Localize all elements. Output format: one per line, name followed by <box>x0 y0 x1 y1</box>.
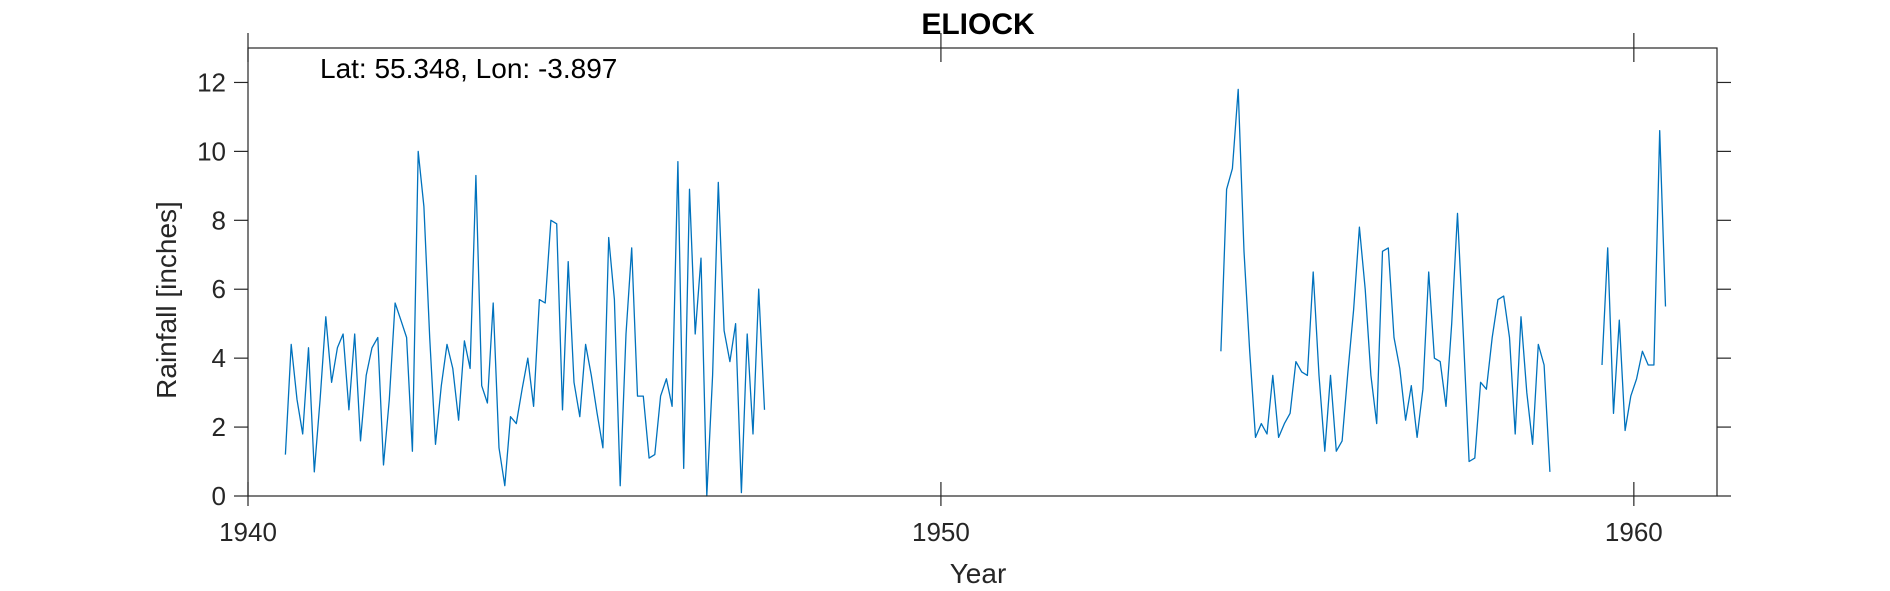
x-tick-label-1940: 1940 <box>219 517 277 547</box>
y-tick-label-8: 8 <box>212 205 226 235</box>
y-axis-label: Rainfall [inches] <box>151 201 182 399</box>
y-tick-label-10: 10 <box>197 136 226 166</box>
chart-title: ELIOCK <box>921 8 1035 41</box>
x-axis-label: Year <box>950 558 1007 589</box>
y-tick-label-4: 4 <box>212 343 226 373</box>
x-tick-label-1950: 1950 <box>912 517 970 547</box>
y-tick-label-0: 0 <box>212 481 226 511</box>
series-line-segment-1 <box>284 150 766 497</box>
axes-layer: 1940 1950 1960 0 2 4 6 8 10 12 <box>197 33 1731 547</box>
y-tick-label-12: 12 <box>197 67 226 97</box>
y-tick-label-6: 6 <box>212 274 226 304</box>
axes-box <box>247 47 1718 497</box>
series-line-segment-2 <box>1220 88 1551 472</box>
y-tick-label-2: 2 <box>212 412 226 442</box>
location-annotation: Lat: 55.348, Lon: -3.897 <box>320 53 617 84</box>
data-layer <box>284 88 1667 497</box>
series-line-segment-3 <box>1601 130 1667 432</box>
x-tick-label-1960: 1960 <box>1605 517 1663 547</box>
